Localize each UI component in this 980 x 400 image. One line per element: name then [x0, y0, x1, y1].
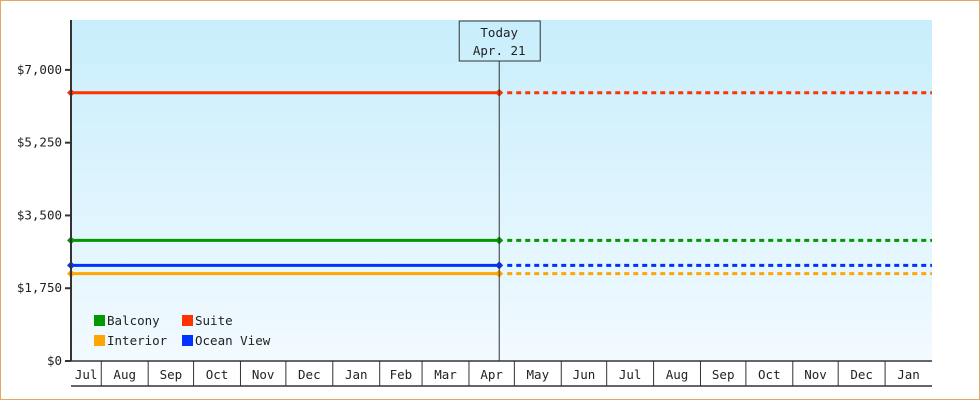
today-label-box — [458, 20, 541, 62]
x-month-label: Jul — [619, 367, 642, 382]
x-month-label: Dec — [298, 367, 321, 382]
y-tick-label: $5,250 — [17, 135, 62, 150]
x-month-label: Apr — [480, 367, 503, 382]
y-tick-label: $0 — [47, 353, 62, 368]
x-month-label: Mar — [434, 367, 457, 382]
x-month-label: Jun — [573, 367, 596, 382]
x-month-label: Feb — [390, 367, 413, 382]
x-month-label: Aug — [113, 367, 136, 382]
legend-label: Ocean View — [195, 333, 271, 348]
legend-swatch — [94, 315, 105, 326]
plot-area — [71, 20, 932, 360]
x-month-label: Dec — [850, 367, 873, 382]
today-date: Apr. 21 — [473, 43, 526, 58]
y-tick-label: $1,750 — [17, 280, 62, 295]
y-tick-label: $7,000 — [17, 62, 62, 77]
legend-swatch — [182, 315, 193, 326]
legend-swatch — [94, 335, 105, 346]
x-month-label: Jan — [897, 367, 920, 382]
legend-label: Suite — [195, 313, 233, 328]
today-label: Today — [480, 25, 518, 40]
x-month-label: Aug — [666, 367, 689, 382]
x-month-label: May — [527, 367, 550, 382]
legend-label: Interior — [107, 333, 168, 348]
x-month-label: Oct — [758, 367, 781, 382]
y-tick-label: $3,500 — [17, 207, 62, 222]
legend-label: Balcony — [107, 313, 160, 328]
x-month-label: Oct — [206, 367, 229, 382]
x-month-label: Jan — [345, 367, 368, 382]
x-month-label: Sep — [160, 367, 183, 382]
x-month-label: Nov — [804, 367, 827, 382]
legend-swatch — [182, 335, 193, 346]
x-month-label: Nov — [252, 367, 275, 382]
x-month-label: Sep — [712, 367, 735, 382]
x-month-label: Jul — [75, 367, 98, 382]
